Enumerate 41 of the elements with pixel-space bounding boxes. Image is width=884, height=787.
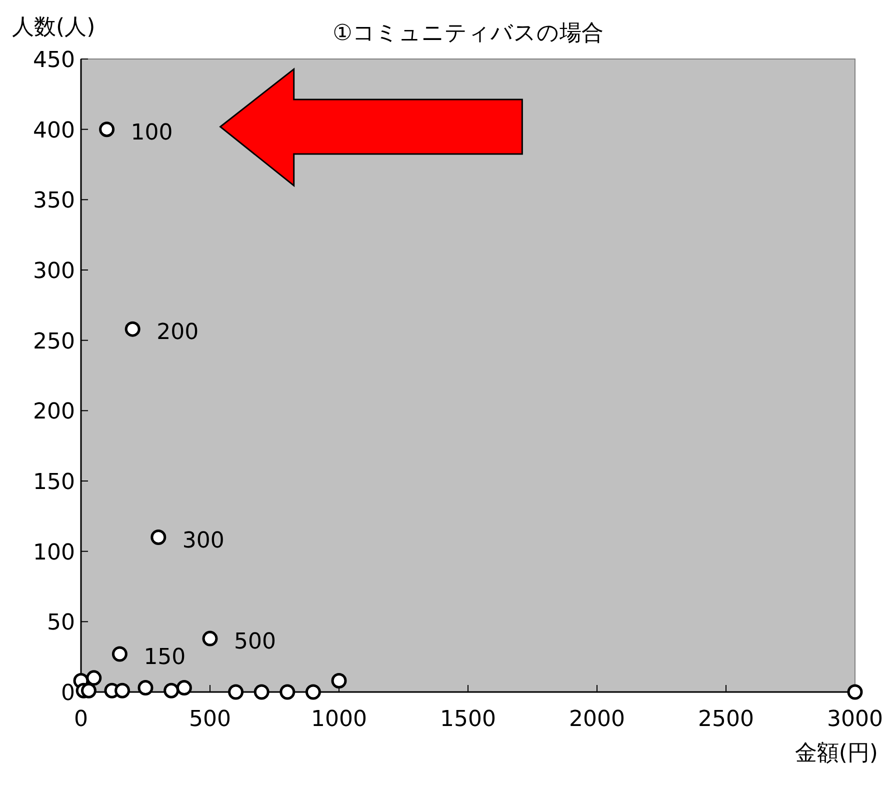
y-tick-label: 300 (33, 259, 75, 284)
point (254, 684, 270, 700)
annotation: 100 (130, 120, 173, 146)
point (99, 122, 115, 138)
point (86, 670, 102, 686)
point (164, 682, 180, 698)
y-tick-label: 350 (33, 188, 75, 214)
x-tick-label: 2000 (569, 707, 625, 732)
point (114, 682, 130, 698)
y-tick-label: 400 (33, 118, 75, 144)
annotation: 500 (234, 630, 276, 655)
x-tick-label: 1000 (311, 707, 367, 732)
annotation: 150 (144, 645, 186, 670)
point (305, 684, 321, 700)
annotation: 300 (182, 528, 224, 554)
y-tick-label: 250 (33, 329, 75, 354)
point (847, 684, 863, 700)
x-tick-label: 1500 (440, 707, 496, 732)
y-tick-label: 0 (61, 681, 75, 706)
y-tick-label: 100 (33, 540, 75, 566)
x-tick-label: 3000 (827, 707, 883, 732)
point (331, 672, 347, 688)
y-tick-label: 200 (33, 400, 75, 425)
point (202, 630, 218, 646)
point (228, 684, 244, 700)
chart-title: ①コミュニティバスの場合 (332, 21, 604, 46)
y-tick-label: 50 (47, 610, 75, 636)
y-axis-title: 人数(人) (12, 15, 96, 40)
point (150, 530, 166, 546)
y-tick-label: 450 (33, 48, 75, 73)
point (280, 684, 296, 700)
y-tick-label: 150 (33, 470, 75, 495)
point (80, 682, 96, 698)
annotation: 200 (156, 320, 199, 346)
point (112, 646, 128, 662)
point (138, 680, 154, 696)
point (124, 321, 140, 337)
x-axis-title: 金額(円) (794, 741, 878, 766)
x-tick-label: 2500 (698, 707, 754, 732)
x-tick-label: 500 (189, 707, 231, 732)
point (176, 680, 192, 696)
